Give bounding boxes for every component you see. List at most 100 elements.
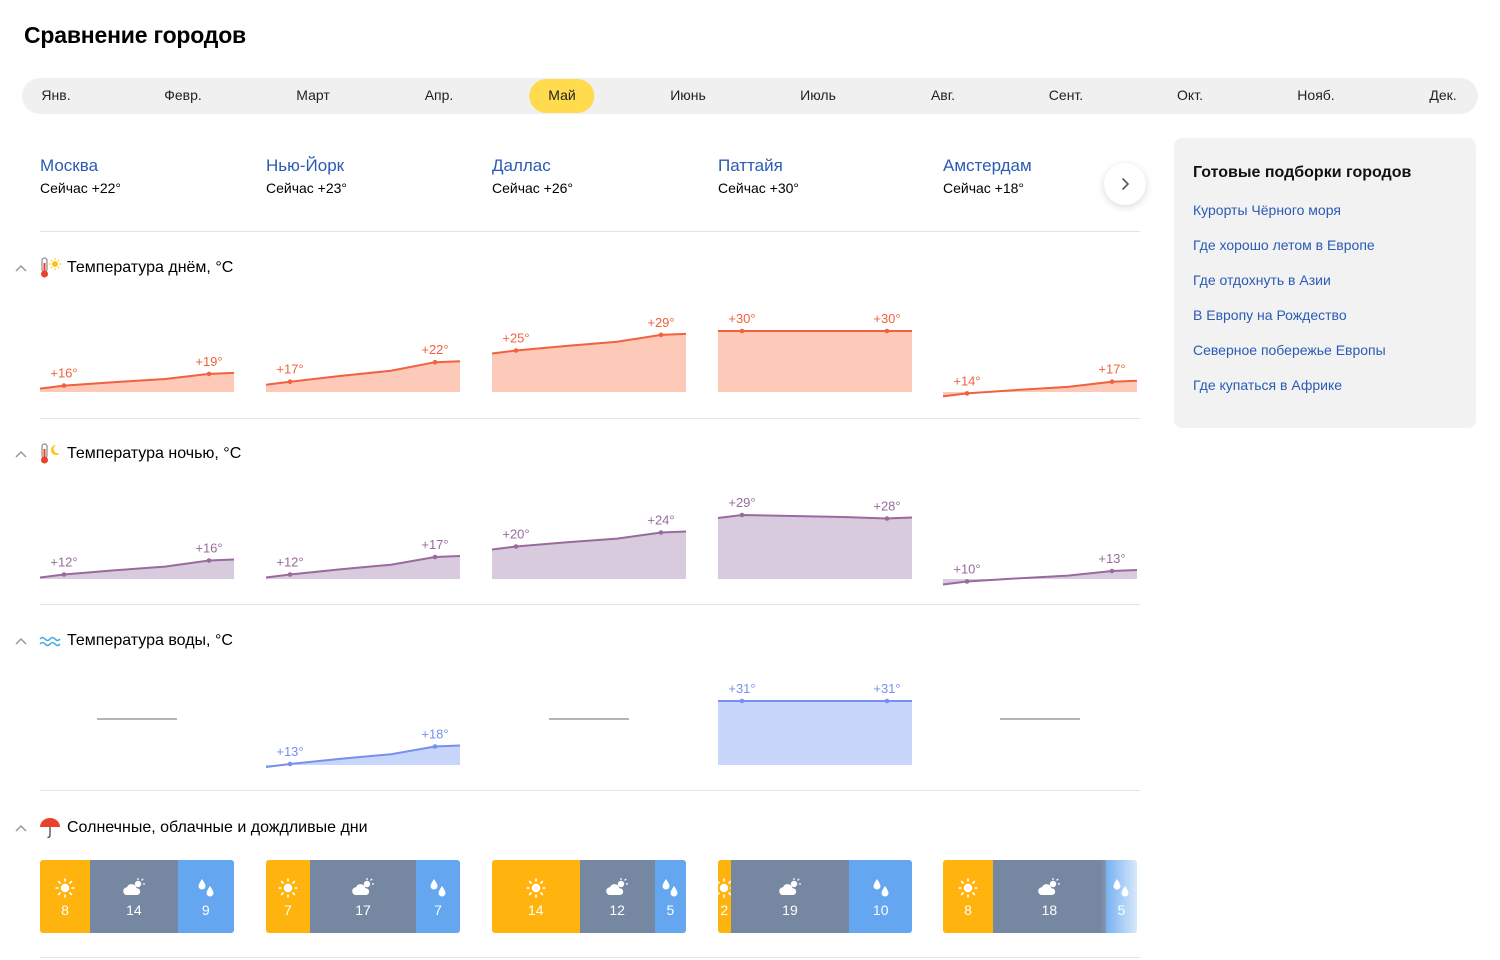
collection-link[interactable]: Где хорошо летом в Европе	[1193, 237, 1375, 253]
section-title: Солнечные, облачные и дождливые дни	[67, 819, 368, 836]
collection-link[interactable]: Где купаться в Африке	[1193, 377, 1343, 393]
day-count: 8	[61, 901, 69, 918]
chevron-up-icon	[15, 824, 27, 832]
temp-point-start	[287, 572, 293, 577]
collection-link[interactable]: Северное побережье Европы	[1193, 342, 1386, 358]
month-selector: Янв. Февр. Март Апр. Май Июнь Июль Авг. Сент. Окт…	[22, 78, 1478, 114]
temp-label-start: +16°	[50, 366, 77, 381]
sun-icon	[55, 877, 75, 898]
cloudy-icon	[123, 877, 146, 895]
night-temp-chart: +12° +17°	[265, 537, 461, 579]
month-tab[interactable]: Апр.	[424, 87, 454, 103]
city-name-link[interactable]: Амстердам	[943, 156, 1032, 175]
temp-label-start: +31°	[728, 681, 755, 696]
city-collections-panel: Готовые подборки городов Курорты Чёрного…	[1174, 138, 1476, 428]
collection-link[interactable]: Где отдохнуть в Азии	[1193, 272, 1331, 288]
month-tab[interactable]: Июнь	[670, 87, 706, 103]
divider	[40, 790, 1140, 791]
day-count: 18	[1041, 901, 1058, 918]
collapse-day-temp-toggle[interactable]	[12, 259, 30, 277]
divider	[40, 957, 1140, 958]
month-tab[interactable]: Окт.	[1177, 87, 1203, 103]
night-temp-chart: +29° +28°	[717, 495, 913, 579]
collection-link[interactable]: В Европу на Рождество	[1193, 307, 1347, 323]
city-current-temp: Сейчас +22°	[40, 180, 122, 196]
day-temp-chart: +14° +17°	[942, 362, 1138, 398]
night-temp-chart: +12° +16°	[39, 541, 235, 579]
temp-area	[492, 531, 686, 579]
month-tab[interactable]: Февр.	[164, 87, 202, 103]
collections-title: Готовые подборки городов	[1193, 164, 1412, 181]
umbrella-icon	[38, 817, 66, 839]
city-name-link[interactable]: Москва	[40, 156, 99, 175]
month-tab[interactable]: Авг.	[930, 87, 956, 103]
day-count: 17	[355, 901, 371, 918]
sunny-days-segment: 2	[718, 860, 735, 933]
temp-point-start	[739, 512, 745, 518]
sun-icon	[525, 877, 546, 898]
city-column-header: Паттайя Сейчас +30°	[718, 156, 799, 196]
day-temp-chart: +17° +22°	[265, 342, 461, 392]
city-name-link[interactable]: Паттайя	[718, 156, 783, 175]
night-temp-chart: +20° +24°	[491, 513, 687, 579]
section-title: Температура ночью, °C	[67, 445, 242, 462]
sun-icon	[278, 877, 298, 898]
rain-drops-icon	[662, 878, 678, 896]
temp-area	[40, 372, 234, 392]
month-tab[interactable]: Май	[529, 79, 595, 113]
month-tab[interactable]: Нояб.	[1297, 87, 1335, 103]
chevron-right-icon	[1122, 178, 1130, 190]
month-tab[interactable]: Дек.	[1429, 87, 1457, 103]
month-tab[interactable]: Март	[296, 87, 330, 103]
rain-drops-icon	[430, 878, 446, 896]
next-cities-button[interactable]	[1104, 163, 1146, 205]
temp-point-end	[432, 554, 438, 560]
sunny-days-segment: 8	[40, 860, 91, 933]
temp-label-end: +18°	[421, 727, 448, 742]
weather-days-bar: 8 14 9	[40, 860, 234, 933]
day-count: 8	[964, 901, 972, 918]
temp-line	[265, 360, 461, 386]
cloudy-days-segment: 18	[993, 860, 1106, 933]
month-tab[interactable]: Сент.	[1048, 87, 1084, 103]
temp-label-start: +12°	[50, 555, 77, 570]
city-name-link[interactable]: Нью-Йорк	[266, 156, 345, 175]
temperature-charts: +16° +19° +17° +22° +25° +29° +30° +30° +14° +17°…	[39, 311, 1138, 768]
temp-point-end	[884, 698, 890, 704]
temp-label-start: +17°	[276, 362, 303, 377]
temp-label-start: +13°	[276, 744, 303, 759]
day-temp-chart: +30° +30°	[718, 311, 912, 392]
temp-point-start	[513, 544, 519, 549]
city-column-header: Нью-Йорк Сейчас +23°	[266, 156, 347, 196]
divider	[40, 418, 1140, 419]
rainy-days-segment: 5	[654, 860, 686, 933]
month-tab[interactable]: Янв.	[41, 87, 71, 103]
cloudy-icon	[352, 877, 375, 895]
temp-label-start: +20°	[502, 527, 529, 542]
day-count: 14	[528, 901, 544, 918]
collection-link[interactable]: Курорты Чёрного моря	[1193, 202, 1341, 218]
collapse-water-temp-toggle[interactable]	[12, 632, 30, 650]
temp-line	[491, 332, 687, 355]
city-name-link[interactable]: Даллас	[492, 156, 551, 175]
cloudy-days-segment: 14	[90, 860, 178, 933]
temp-label-end: +29°	[647, 315, 674, 330]
section-day-temp-header: Температура днём, °C	[12, 256, 233, 280]
temp-point-start	[287, 379, 293, 385]
day-count: 10	[872, 901, 889, 918]
temp-label-end: +22°	[421, 342, 448, 357]
temp-line	[717, 513, 913, 520]
section-night-temp-header: Температура ночью, °C	[12, 442, 241, 466]
collapse-night-temp-toggle[interactable]	[12, 445, 30, 463]
month-tab[interactable]: Июль	[800, 87, 836, 103]
temp-area	[266, 361, 460, 392]
day-count: 2	[720, 901, 729, 918]
temp-point-start	[964, 391, 970, 396]
collapse-weather-days-toggle[interactable]	[12, 819, 30, 837]
chevron-up-icon	[15, 450, 27, 458]
cloudy-icon	[1038, 877, 1061, 895]
temp-point-end	[658, 332, 664, 338]
water-waves-icon	[38, 630, 66, 652]
cloudy-icon	[779, 877, 802, 895]
temp-line	[265, 744, 461, 768]
